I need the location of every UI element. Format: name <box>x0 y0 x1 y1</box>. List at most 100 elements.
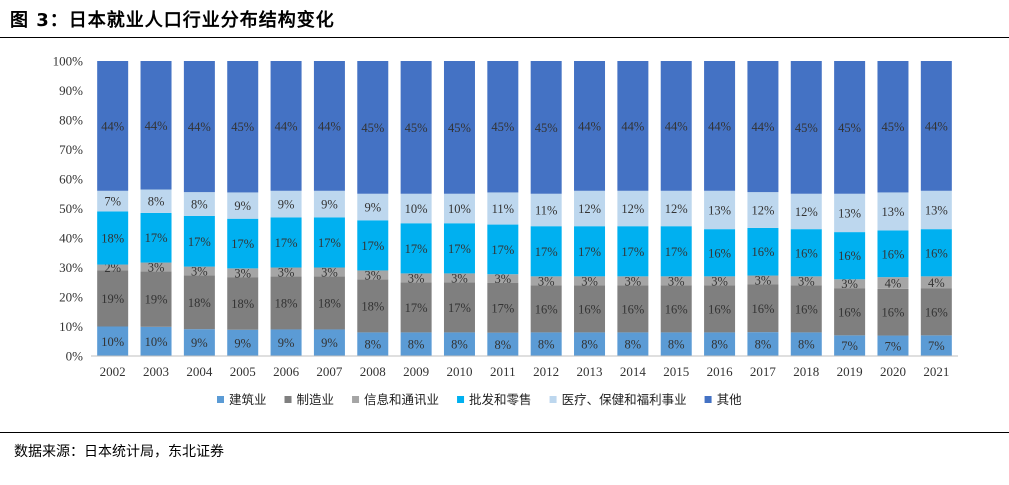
y-tick-label: 80% <box>59 113 83 128</box>
bar-segment <box>487 224 519 275</box>
bar-segment <box>530 276 562 286</box>
y-tick-label: 70% <box>59 142 83 157</box>
x-tick-label: 2007 <box>316 364 343 379</box>
data-label: 45% <box>795 121 818 135</box>
data-label: 44% <box>578 119 601 133</box>
bar-segment <box>530 61 562 194</box>
data-label: 7% <box>104 195 121 209</box>
x-tick-label: 2017 <box>750 364 777 379</box>
data-label: 17% <box>361 239 384 253</box>
y-tick-label: 40% <box>59 231 83 246</box>
data-label: 12% <box>795 205 818 219</box>
data-label: 17% <box>318 236 341 250</box>
bar-segment <box>183 275 215 330</box>
data-label: 4% <box>885 276 902 290</box>
bar-segment <box>140 326 172 356</box>
legend-label: 批发和零售 <box>469 392 532 407</box>
data-label: 8% <box>798 338 815 352</box>
bar-segment <box>877 335 909 356</box>
data-label: 16% <box>708 302 731 316</box>
bar-segment <box>617 190 649 227</box>
data-label: 44% <box>145 119 168 133</box>
data-label: 18% <box>318 296 341 310</box>
data-label: 3% <box>234 266 251 280</box>
data-label: 7% <box>885 339 902 353</box>
y-tick-label: 0% <box>66 349 84 364</box>
data-label: 9% <box>278 198 295 212</box>
y-tick-label: 10% <box>59 319 83 334</box>
legend-label: 其他 <box>717 392 743 407</box>
data-label: 44% <box>751 120 774 134</box>
legend-swatch <box>217 396 224 403</box>
bottom-rule <box>0 432 1009 433</box>
legend-swatch <box>704 396 712 403</box>
bar-segment <box>574 226 606 277</box>
data-label: 11% <box>492 202 514 216</box>
bar-segment <box>877 61 909 193</box>
bar-segment <box>270 217 302 268</box>
data-label: 7% <box>928 339 945 353</box>
x-tick-label: 2011 <box>490 364 516 379</box>
bar-segment <box>357 332 389 356</box>
data-label: 17% <box>665 245 688 259</box>
data-label: 44% <box>318 119 341 133</box>
bar-segment <box>313 190 345 218</box>
data-label: 8% <box>581 338 598 352</box>
bar-segment <box>487 332 519 356</box>
data-label: 16% <box>751 302 774 316</box>
data-label: 45% <box>838 121 861 135</box>
bar-segment <box>877 192 909 231</box>
bar-segment <box>660 332 692 356</box>
data-label: 18% <box>231 297 254 311</box>
bar-segment <box>443 193 475 224</box>
y-tick-label: 100% <box>53 54 84 69</box>
bar-segment <box>357 220 389 271</box>
data-label: 13% <box>708 203 731 217</box>
x-tick-label: 2005 <box>230 364 256 379</box>
data-label: 12% <box>578 202 601 216</box>
data-label: 13% <box>925 203 948 217</box>
bar-segment <box>660 190 692 227</box>
data-label: 11% <box>535 203 557 217</box>
data-label: 18% <box>188 296 211 310</box>
legend-swatch <box>352 396 360 403</box>
bar-segment <box>97 61 129 191</box>
legend-swatch <box>549 396 557 403</box>
data-label: 17% <box>145 231 168 245</box>
data-label: 3% <box>321 265 338 279</box>
data-label: 44% <box>188 120 211 134</box>
x-tick-label: 2012 <box>533 364 559 379</box>
bar-segment <box>140 271 172 327</box>
bar-segment <box>227 268 259 278</box>
bar-segment <box>834 279 866 289</box>
bar-segment <box>313 217 345 268</box>
bar-segment <box>704 276 736 286</box>
data-label: 44% <box>621 119 644 133</box>
data-label: 45% <box>882 120 905 134</box>
bar-segment <box>313 61 345 191</box>
bar-segment <box>400 332 432 356</box>
bar-segment <box>443 282 475 333</box>
bar-segment <box>487 282 519 333</box>
bar-segment <box>790 61 822 194</box>
data-label: 44% <box>275 119 298 133</box>
data-label: 17% <box>405 242 428 256</box>
bar-segment <box>660 276 692 286</box>
x-tick-label: 2014 <box>620 364 647 379</box>
legend-label: 信息和通讯业 <box>364 392 439 407</box>
bar-segment <box>357 279 389 333</box>
bar-segment <box>574 276 606 286</box>
bar-segment <box>704 285 736 333</box>
bar-segment <box>313 329 345 356</box>
legend-label: 医疗、保健和福利事业 <box>562 392 687 407</box>
bar-segment <box>530 193 562 227</box>
bar-segment <box>140 262 172 272</box>
y-tick-label: 30% <box>59 260 83 275</box>
bar-segment <box>877 288 909 336</box>
data-label: 8% <box>711 338 728 352</box>
x-tick-label: 2010 <box>446 364 472 379</box>
y-tick-label: 20% <box>59 290 83 305</box>
data-label: 8% <box>408 338 425 352</box>
data-label: 3% <box>711 274 728 288</box>
bar-segment <box>97 326 129 356</box>
